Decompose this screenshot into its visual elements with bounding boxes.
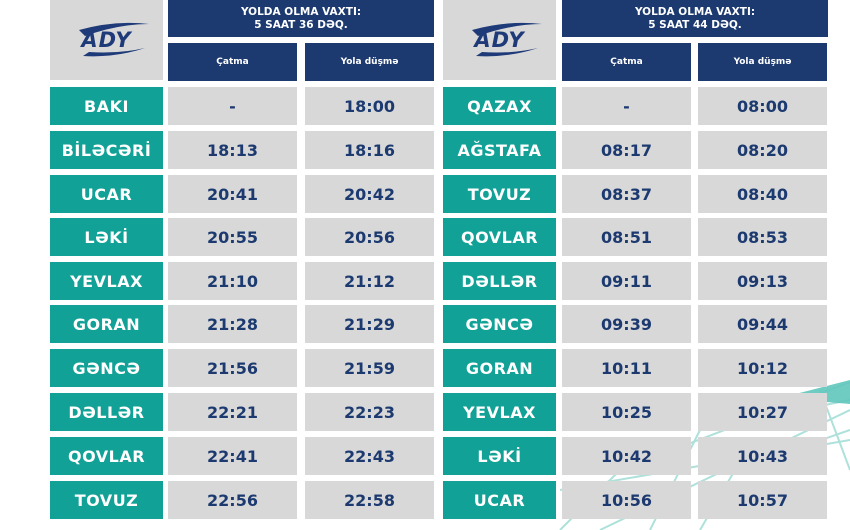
station-name: DƏLLƏR <box>443 262 556 300</box>
arrival-time: 20:55 <box>168 218 297 256</box>
travel-time-label: YOLDA OLMA VAXTI: <box>240 5 362 18</box>
arrival-time: 22:56 <box>168 481 297 519</box>
station-name: GORAN <box>50 305 163 343</box>
station-name: QOVLAR <box>50 437 163 475</box>
ady-logo: ADY <box>79 22 150 57</box>
arrival-time: 08:37 <box>562 175 691 213</box>
arrival-time: 21:10 <box>168 262 297 300</box>
station-name: GƏNCƏ <box>443 305 556 343</box>
station-name: QOVLAR <box>443 218 556 256</box>
departure-time: 18:16 <box>305 131 434 169</box>
departure-time: 10:43 <box>698 437 827 475</box>
arrival-time: 18:13 <box>168 131 297 169</box>
arrival-time: 21:56 <box>168 349 297 387</box>
departure-time: 10:12 <box>698 349 827 387</box>
departure-time: 21:12 <box>305 262 434 300</box>
departure-time: 20:56 <box>305 218 434 256</box>
arrival-time: 10:11 <box>562 349 691 387</box>
arrival-time: 08:51 <box>562 218 691 256</box>
departure-time: 18:00 <box>305 87 434 125</box>
station-name: BAKI <box>50 87 163 125</box>
ady-logo-panel: ADY <box>443 0 556 80</box>
arrival-time: 09:39 <box>562 305 691 343</box>
arrival-time: - <box>562 87 691 125</box>
arrival-time: 22:21 <box>168 393 297 431</box>
departure-time: 10:27 <box>698 393 827 431</box>
station-name: LƏKİ <box>443 437 556 475</box>
station-name: TOVUZ <box>443 175 556 213</box>
station-name: LƏKİ <box>50 218 163 256</box>
arrival-time: 10:42 <box>562 437 691 475</box>
arrival-time: 10:56 <box>562 481 691 519</box>
station-name: UCAR <box>50 175 163 213</box>
travel-time-label: YOLDA OLMA VAXTI: <box>634 5 756 18</box>
arrival-time: 08:17 <box>562 131 691 169</box>
station-name: GƏNCƏ <box>50 349 163 387</box>
station-name: YEVLAX <box>443 393 556 431</box>
station-name: YEVLAX <box>50 262 163 300</box>
departure-time: 08:00 <box>698 87 827 125</box>
station-name: TOVUZ <box>50 481 163 519</box>
ady-logo-panel: ADY <box>50 0 163 80</box>
ady-swoosh-icon <box>79 22 150 57</box>
column-header-departure: Yola düşmə <box>305 43 434 81</box>
ady-swoosh-icon <box>472 22 543 57</box>
departure-time: 08:40 <box>698 175 827 213</box>
departure-time: 20:42 <box>305 175 434 213</box>
ady-logo: ADY <box>472 22 543 57</box>
arrival-time: - <box>168 87 297 125</box>
column-header-arrival: Çatma <box>562 43 691 81</box>
arrival-time: 09:11 <box>562 262 691 300</box>
departure-time: 22:58 <box>305 481 434 519</box>
departure-time: 09:44 <box>698 305 827 343</box>
station-name: DƏLLƏR <box>50 393 163 431</box>
station-name: QAZAX <box>443 87 556 125</box>
station-name: UCAR <box>443 481 556 519</box>
arrival-time: 22:41 <box>168 437 297 475</box>
travel-time-value: 5 SAAT 44 DƏQ. <box>648 18 742 31</box>
departure-time: 08:53 <box>698 218 827 256</box>
ady-logo-text: ADY <box>81 28 132 52</box>
travel-time-value: 5 SAAT 36 DƏQ. <box>254 18 348 31</box>
departure-time: 08:20 <box>698 131 827 169</box>
column-header-departure: Yola düşmə <box>698 43 827 81</box>
arrival-time: 21:28 <box>168 305 297 343</box>
departure-time: 21:59 <box>305 349 434 387</box>
departure-time: 10:57 <box>698 481 827 519</box>
departure-time: 09:13 <box>698 262 827 300</box>
column-header-arrival: Çatma <box>168 43 297 81</box>
departure-time: 22:43 <box>305 437 434 475</box>
arrival-time: 20:41 <box>168 175 297 213</box>
travel-time-header: YOLDA OLMA VAXTI: 5 SAAT 36 DƏQ. <box>168 0 434 37</box>
station-name: AĞSTAFA <box>443 131 556 169</box>
travel-time-header: YOLDA OLMA VAXTI: 5 SAAT 44 DƏQ. <box>562 0 828 37</box>
ady-logo-text: ADY <box>474 28 525 52</box>
arrival-time: 10:25 <box>562 393 691 431</box>
station-name: BİLƏCƏRİ <box>50 131 163 169</box>
departure-time: 22:23 <box>305 393 434 431</box>
departure-time: 21:29 <box>305 305 434 343</box>
station-name: GORAN <box>443 349 556 387</box>
